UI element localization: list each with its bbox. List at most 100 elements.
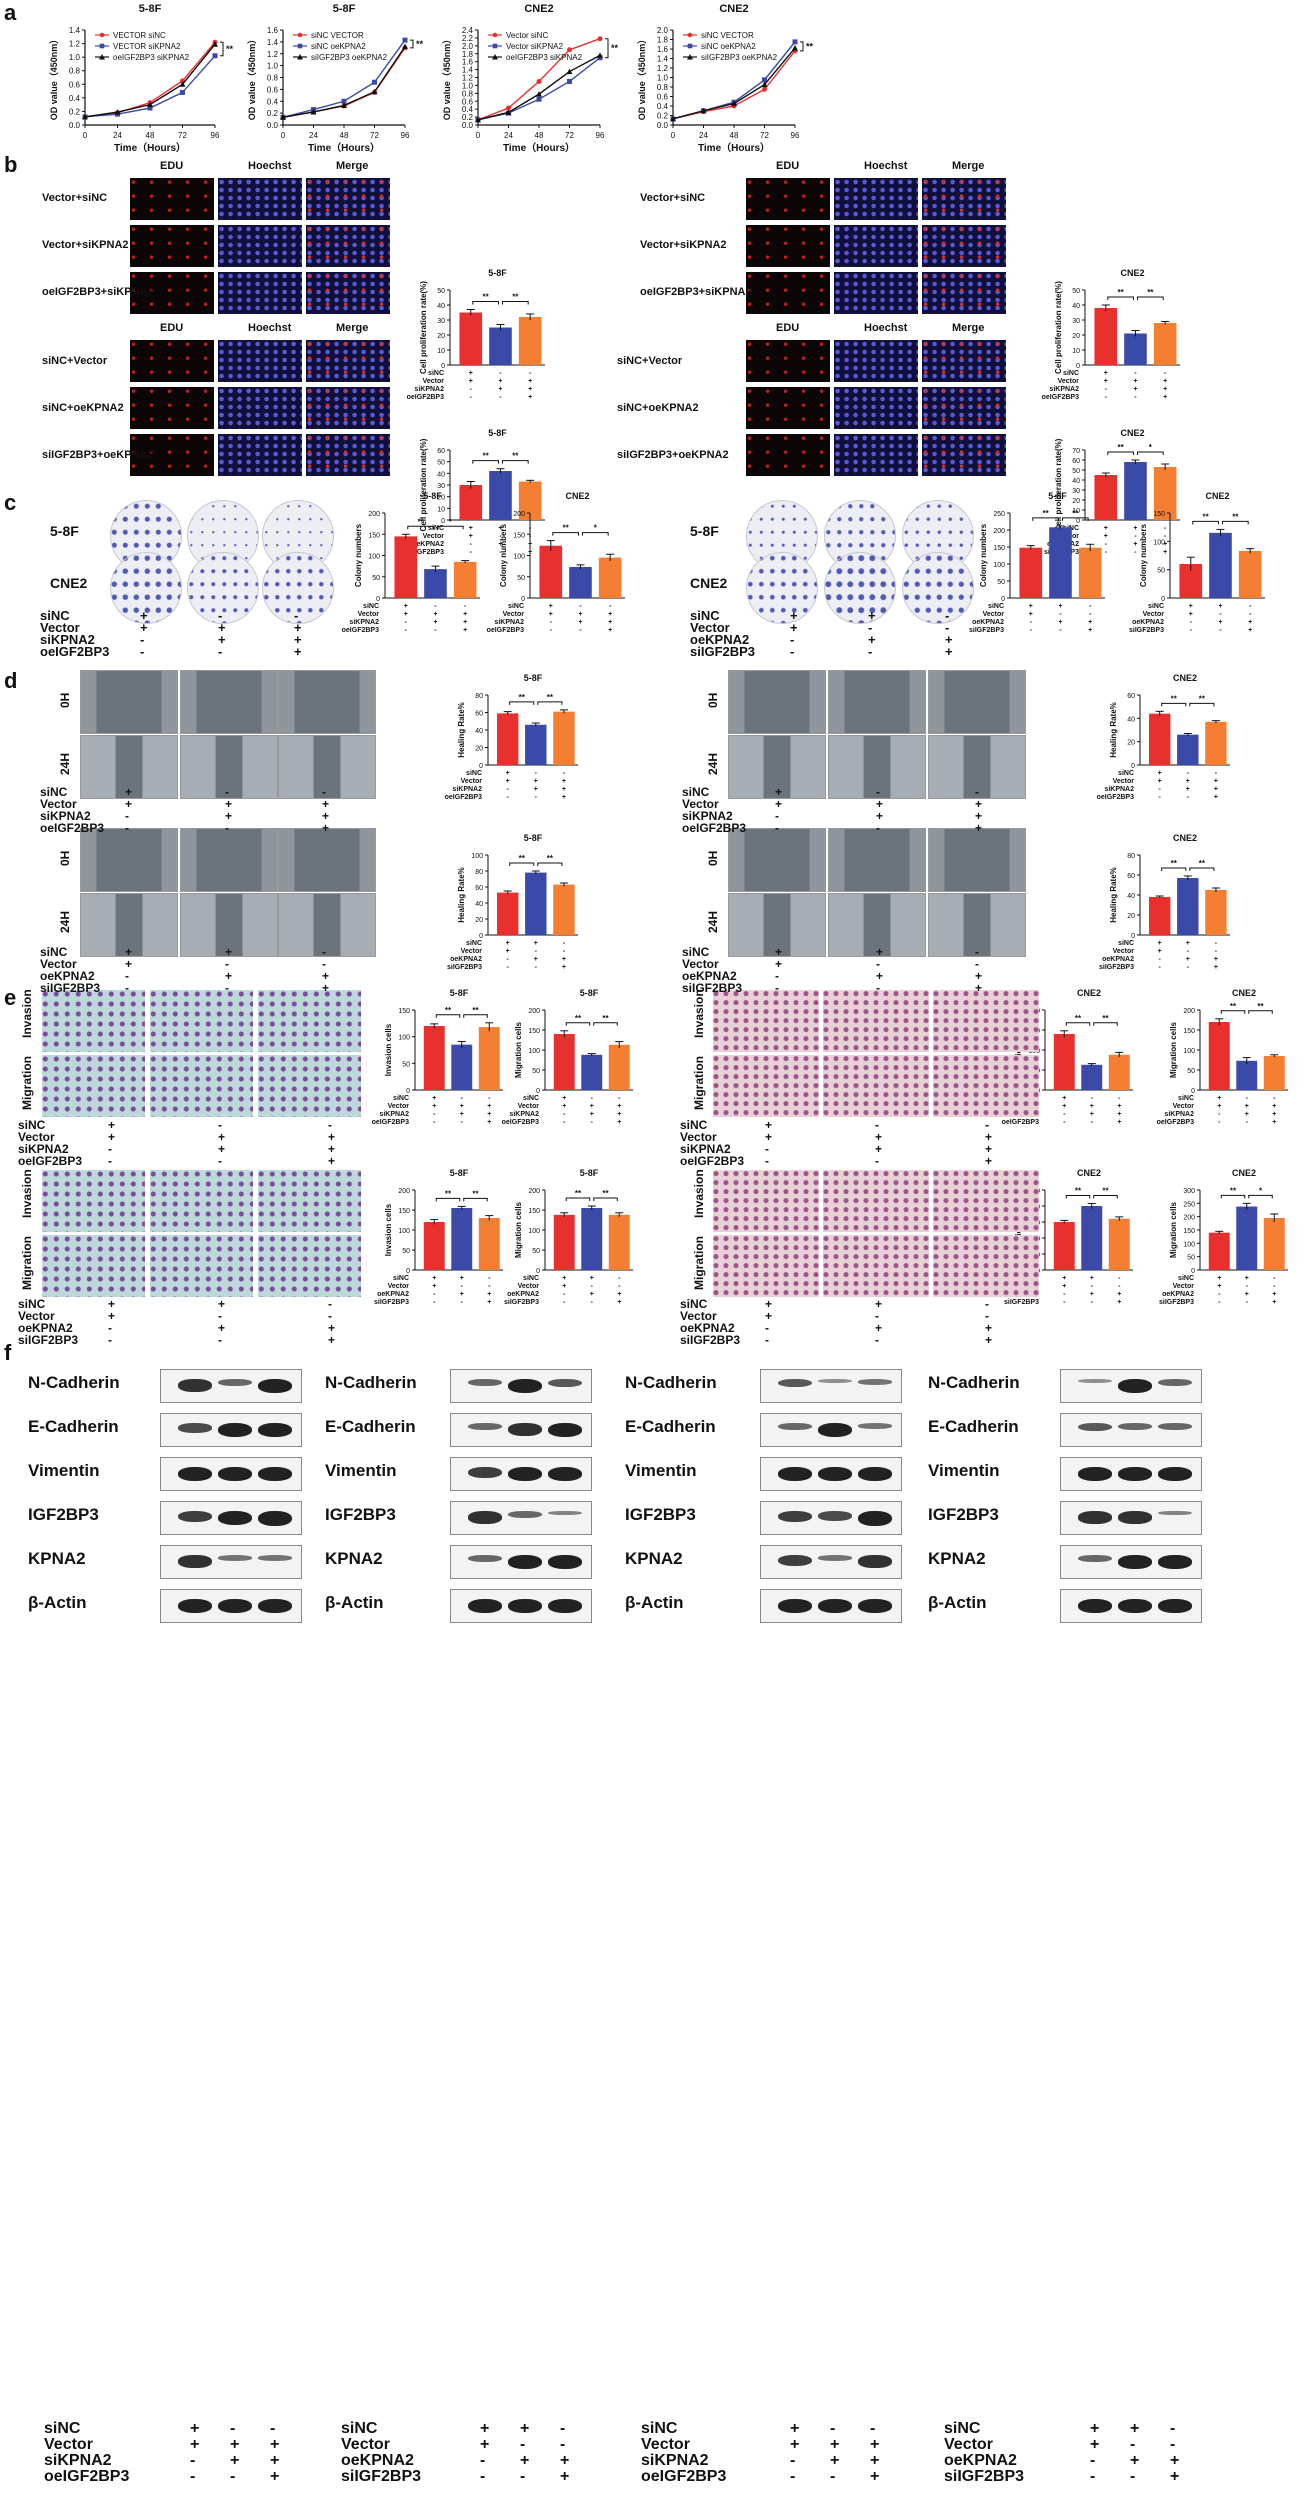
y-tick-label: 1.0: [462, 81, 474, 90]
y-tick-label: 10: [437, 348, 445, 355]
condition-name: oeKPNA2: [690, 632, 750, 647]
y-tick-label: 20: [1127, 740, 1135, 747]
condition-sign: -: [563, 770, 566, 777]
blot-band: [468, 1599, 502, 1613]
bar-chart: 5-8F 0 10 20 30 40 50 60 Cell proliferation rate…: [409, 428, 545, 556]
data-point: [147, 105, 153, 111]
condition-sign: +: [1163, 394, 1167, 401]
scratch-image: [828, 735, 926, 799]
bar: [553, 711, 575, 765]
condition-name: siIGF2BP3: [1004, 1299, 1039, 1306]
condition-name: oeIGF2BP3: [1157, 1119, 1194, 1126]
sig-bracket: [1107, 296, 1134, 300]
condition-sign: -: [618, 1283, 621, 1290]
condition-sign: -: [945, 620, 950, 635]
condition-sign: +: [975, 981, 983, 995]
sig-label: **: [416, 39, 424, 49]
condition-sign: +: [549, 603, 553, 610]
x-tick-label: 72: [565, 131, 574, 140]
y-tick-label: 60: [1127, 873, 1135, 880]
condition-sign: +: [1272, 1299, 1276, 1306]
condition-sign: -: [470, 394, 473, 401]
bar: [1205, 721, 1227, 765]
y-tick-label: 150: [398, 1008, 410, 1015]
condition-sign: +: [487, 1119, 491, 1126]
blot-band: [218, 1511, 252, 1525]
condition-sign: +: [1245, 1291, 1249, 1298]
y-tick-label: 200: [1183, 1215, 1195, 1222]
y-tick-label: 0.4: [69, 94, 81, 103]
condition-name: siNC: [988, 603, 1004, 610]
colony-plate: [262, 552, 334, 624]
row-label: siNC+Vector: [617, 355, 683, 367]
condition-sign: +: [460, 1103, 464, 1110]
column-header: Hoechst: [248, 160, 292, 172]
condition-name: siNC: [428, 525, 444, 532]
condition-sign: +: [432, 1103, 436, 1110]
condition-sign: +: [985, 1321, 993, 1335]
sig-bracket: [1107, 451, 1134, 455]
y-tick-label: 30: [437, 483, 445, 490]
condition-sign: -: [470, 386, 473, 393]
condition-sign: +: [617, 1103, 621, 1110]
condition-sign: +: [562, 1095, 566, 1102]
condition-sign: +: [868, 632, 876, 647]
condition-name: oeKPNA2: [1132, 619, 1164, 626]
data-point: [341, 98, 347, 104]
panel-letter-f: f: [4, 1340, 12, 1365]
sig-label: **: [1257, 1002, 1264, 1011]
condition-sign: -: [535, 794, 538, 801]
legend-label: oeIGF2BP3 siKPNA2: [506, 53, 583, 62]
blot-band: [1118, 1511, 1152, 1524]
condition-sign: +: [975, 821, 983, 835]
data-point: [597, 36, 603, 42]
sig-bracket: [1248, 1194, 1273, 1199]
y-tick-label: 80: [475, 693, 483, 700]
y-tick-label: 0: [479, 933, 483, 940]
x-tick-label: 24: [309, 131, 318, 140]
sig-bracket: [435, 1014, 461, 1018]
condition-name: Vector: [690, 620, 730, 635]
protein-label: IGF2BP3: [928, 1505, 999, 1524]
sig-bracket: [463, 1197, 488, 1202]
blot-band: [258, 1467, 292, 1481]
condition-name: oeIGF2BP3: [40, 644, 110, 659]
y-tick-label: 1.0: [69, 53, 81, 62]
condition-sign: +: [985, 1154, 993, 1168]
protein-label: β-Actin: [928, 1593, 987, 1612]
data-point: [505, 109, 512, 115]
condition-sign: +: [1218, 619, 1222, 626]
colony-plate: [902, 552, 974, 624]
condition-name: siKPNA2: [641, 2452, 709, 2469]
condition-sign: +: [218, 1142, 226, 1156]
bar: [608, 1214, 630, 1270]
condition-name: oeIGF2BP3: [641, 2468, 727, 2485]
condition-name: Vector: [44, 2436, 93, 2453]
row-label: 0H: [58, 850, 72, 866]
condition-name: oeIGF2BP3: [445, 794, 482, 801]
condition-sign: +: [608, 627, 612, 634]
condition-sign: +: [218, 1130, 226, 1144]
condition-name: siNC: [682, 945, 710, 959]
data-point: [536, 78, 542, 84]
condition-sign: -: [1091, 1283, 1094, 1290]
sig-label: *: [1149, 443, 1153, 452]
y-tick-label: 0: [406, 1088, 410, 1095]
sig-label: **: [575, 1014, 582, 1023]
condition-sign: +: [218, 620, 226, 635]
condition-sign: +: [617, 1299, 621, 1306]
y-tick-label: 150: [513, 532, 525, 539]
condition-sign: +: [1088, 627, 1092, 634]
condition-sign: +: [790, 2436, 800, 2453]
bar: [451, 1044, 473, 1090]
condition-sign: +: [562, 964, 566, 971]
sig-bracket: [1189, 702, 1215, 707]
row-label: CNE2: [50, 575, 88, 591]
legend-marker: [297, 32, 303, 38]
condition-sign: -: [1246, 1095, 1249, 1102]
chart-title: CNE2: [524, 3, 553, 15]
bar: [1081, 1064, 1103, 1090]
sig-bracket: [1248, 1010, 1273, 1014]
condition-sign: +: [876, 809, 884, 823]
